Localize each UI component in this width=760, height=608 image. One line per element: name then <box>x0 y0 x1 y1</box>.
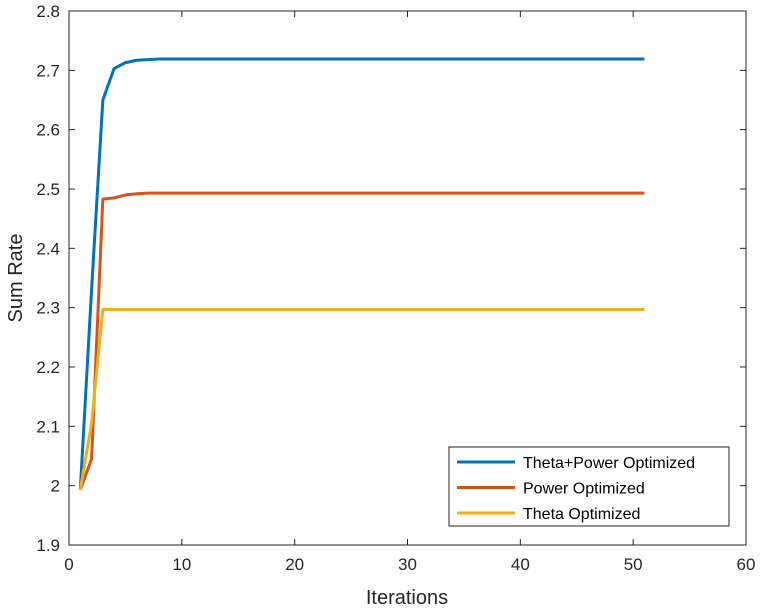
legend-label: Power Optimized <box>523 481 645 498</box>
y-tick-label: 2.5 <box>36 180 60 199</box>
x-tick-label: 50 <box>624 555 643 574</box>
legend: Theta+Power Optimized Power Optimized Thet… <box>448 446 730 527</box>
series-line <box>78 57 645 490</box>
y-tick-label: 2.2 <box>36 358 60 377</box>
y-tick-label: 2.4 <box>36 239 60 258</box>
y-tick-label: 2.3 <box>36 299 60 318</box>
y-tick-label: 2 <box>51 477 60 496</box>
y-axis-label: Sum Rate <box>5 234 27 323</box>
x-tick-label: 40 <box>511 555 530 574</box>
x-tick-label: 10 <box>172 555 191 574</box>
y-tick-label: 1.9 <box>36 536 60 555</box>
x-tick-label: 0 <box>64 555 73 574</box>
x-tick-label: 30 <box>398 555 417 574</box>
y-tick-label: 2.8 <box>36 2 60 21</box>
series-line <box>78 307 645 491</box>
ticks-layer: 0 10 20 30 40 50 60 1.9 2 2.1 2.2 2.3 2.4 2.5 2.6 2.7 2.… <box>36 2 755 574</box>
x-tick-label: 60 <box>737 555 756 574</box>
legend-label: Theta+Power Optimized <box>523 455 695 472</box>
y-tick-label: 2.6 <box>36 121 60 140</box>
x-tick-label: 20 <box>285 555 304 574</box>
x-axis-label: Iterations <box>366 587 448 608</box>
y-tick-label: 2.1 <box>36 417 60 436</box>
y-tick-label: 2.7 <box>36 61 60 80</box>
legend-label: Theta Optimized <box>523 506 640 523</box>
series-layer <box>78 57 645 491</box>
